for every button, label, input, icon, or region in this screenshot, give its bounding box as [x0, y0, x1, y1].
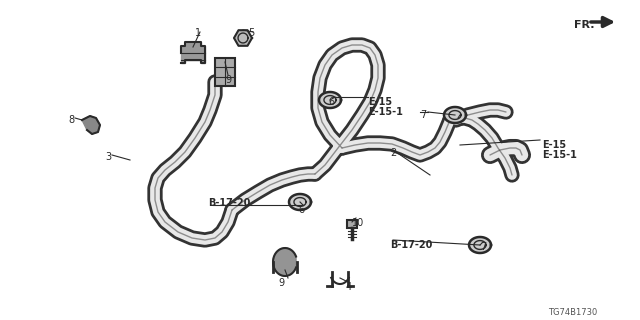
- Text: E-15-1: E-15-1: [542, 150, 577, 160]
- Text: 7: 7: [480, 242, 486, 252]
- Text: TG74B1730: TG74B1730: [548, 308, 597, 317]
- Text: 6: 6: [298, 205, 304, 215]
- Text: 1: 1: [195, 28, 201, 38]
- Text: 5: 5: [248, 28, 254, 38]
- Text: 10: 10: [352, 218, 364, 228]
- Text: FR.: FR.: [574, 20, 595, 30]
- Polygon shape: [181, 42, 205, 63]
- Polygon shape: [444, 107, 466, 123]
- Polygon shape: [319, 92, 341, 108]
- Text: 9: 9: [278, 278, 284, 288]
- Text: 7: 7: [420, 110, 426, 120]
- Text: B-17-20: B-17-20: [390, 240, 433, 250]
- Polygon shape: [234, 30, 252, 46]
- Polygon shape: [82, 116, 100, 134]
- Text: E-15: E-15: [368, 97, 392, 107]
- Polygon shape: [273, 248, 296, 276]
- Bar: [215, 58, 235, 86]
- Text: 3: 3: [105, 152, 111, 162]
- Text: 4: 4: [346, 282, 352, 292]
- Text: 9: 9: [225, 75, 231, 85]
- Bar: [347, 220, 357, 228]
- Text: E-15-1: E-15-1: [368, 107, 403, 117]
- Text: 8: 8: [68, 115, 74, 125]
- Polygon shape: [289, 194, 311, 210]
- Text: E-15: E-15: [542, 140, 566, 150]
- Text: B-17-20: B-17-20: [208, 198, 250, 208]
- Text: 2: 2: [390, 148, 396, 158]
- Text: 6: 6: [328, 97, 334, 107]
- Polygon shape: [469, 237, 491, 253]
